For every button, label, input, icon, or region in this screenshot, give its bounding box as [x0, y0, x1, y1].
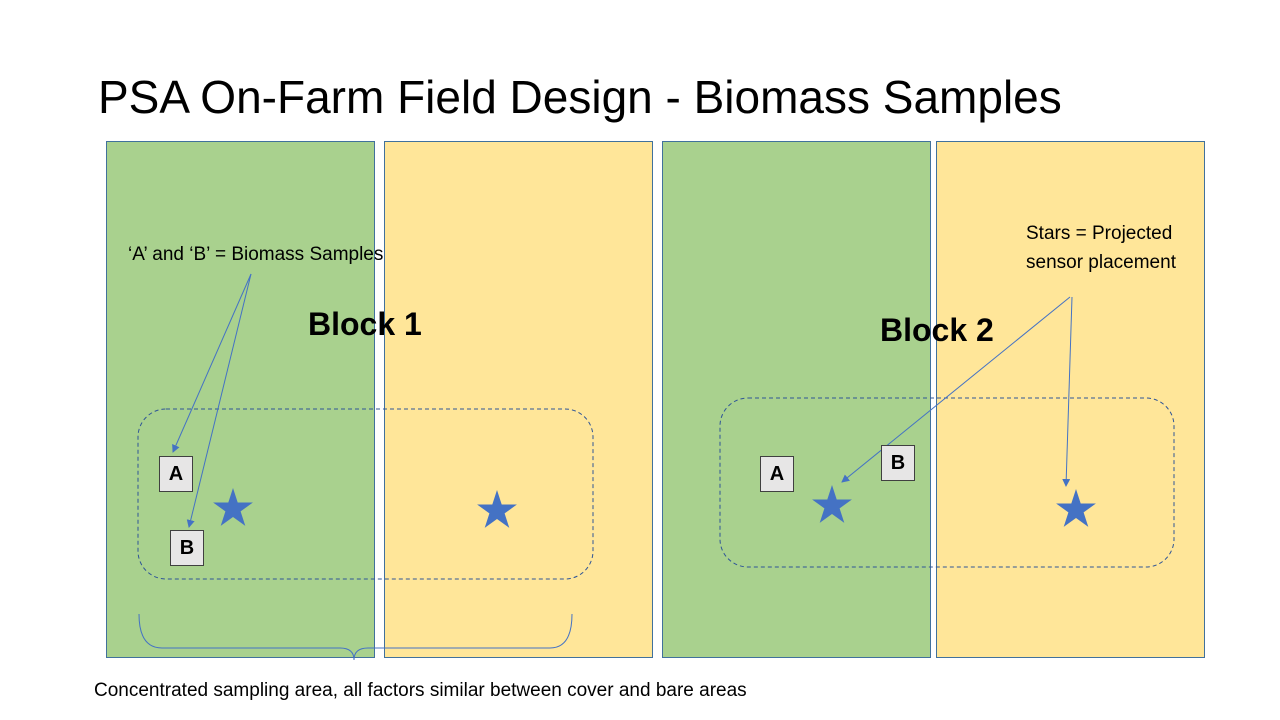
block1-sample-a: A	[159, 456, 193, 492]
samples-note: ‘A’ and ‘B’ = Biomass Samples	[128, 244, 384, 265]
block2-sample-a: A	[760, 456, 794, 492]
block1-bare-plot	[384, 141, 653, 658]
block1-sample-b: B	[170, 530, 204, 566]
block1-label: Block 1	[308, 306, 422, 342]
block2-sample-b: B	[881, 445, 915, 481]
block1-cover-plot	[106, 141, 375, 658]
block2-cover-plot	[662, 141, 931, 658]
block2-label: Block 2	[880, 312, 994, 348]
page-title: PSA On-Farm Field Design - Biomass Sampl…	[98, 71, 1062, 123]
stars-note: Stars = Projected sensor placement	[1026, 223, 1176, 273]
sampling-area-caption: Concentrated sampling area, all factors …	[94, 680, 747, 701]
